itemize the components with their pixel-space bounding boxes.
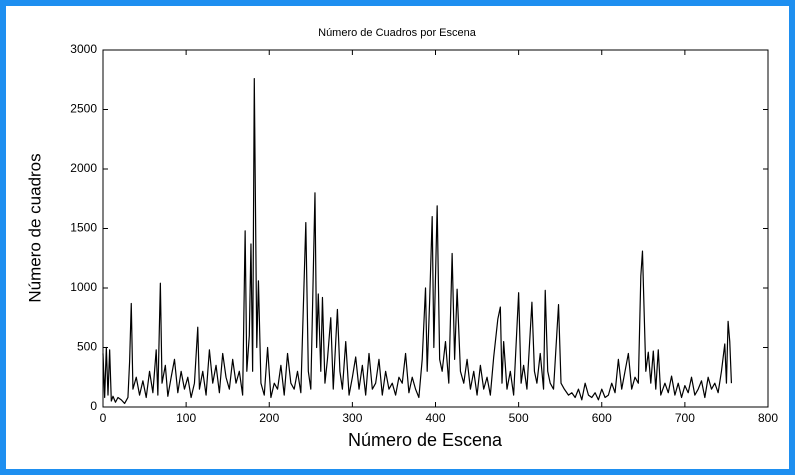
y-tick-label: 1500 — [70, 221, 97, 235]
x-tick-label: 600 — [592, 411, 612, 425]
x-tick-label: 800 — [758, 411, 778, 425]
plot-frame — [102, 49, 769, 408]
y-tick-label: 0 — [90, 399, 97, 413]
y-tick-label: 2500 — [70, 102, 97, 116]
x-tick-label: 500 — [509, 411, 529, 425]
data-line — [102, 77, 733, 405]
x-tick-label: 100 — [176, 411, 196, 425]
x-tick-label: 300 — [342, 411, 362, 425]
x-tick-label: 200 — [259, 411, 279, 425]
y-tick-label: 3000 — [70, 42, 97, 56]
x-axis-label: Número de Escena — [348, 430, 503, 450]
x-tick-label: 700 — [675, 411, 695, 425]
x-tick-label: 0 — [100, 411, 107, 425]
y-tick-label: 2000 — [70, 161, 97, 175]
x-tick-label: 400 — [425, 411, 445, 425]
y-tick-label: 1000 — [70, 280, 97, 294]
y-axis-label: Número de cuadros — [25, 153, 44, 302]
y-tick-label: 500 — [77, 340, 97, 354]
chart-title: Número de Cuadros por Escena — [318, 27, 477, 39]
